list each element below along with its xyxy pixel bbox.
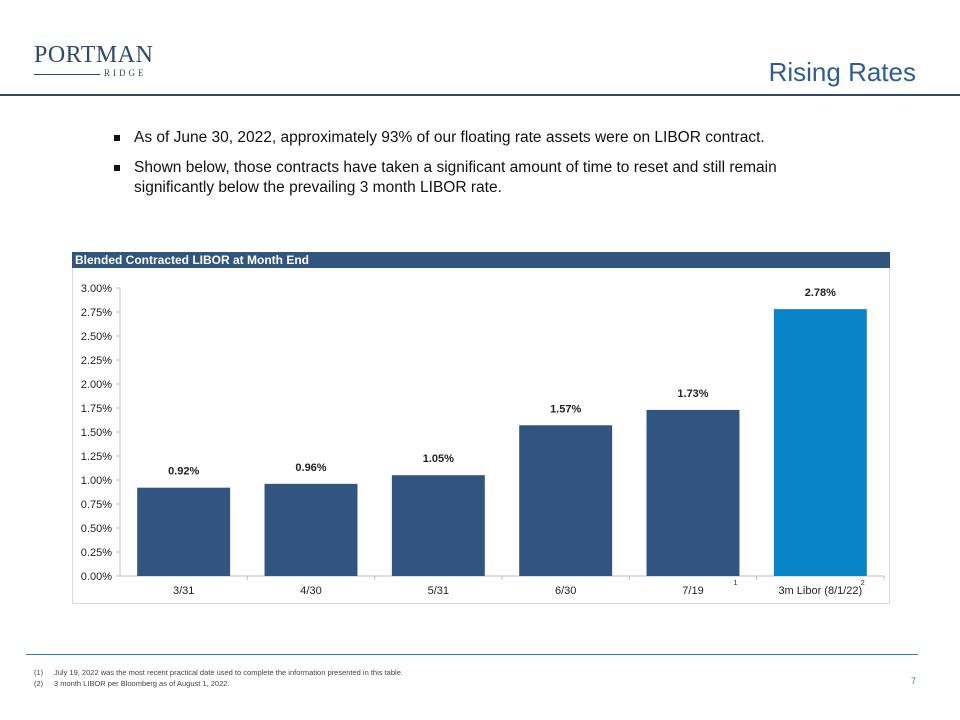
logo-sub: RIDGE xyxy=(34,68,146,80)
chart-header: Blended Contracted LIBOR at Month End xyxy=(72,252,890,268)
footnote: (1) July 19, 2022 was the most recent pra… xyxy=(34,667,403,678)
y-tick-label: 1.50% xyxy=(81,427,112,439)
data-label: 0.92% xyxy=(168,466,199,478)
x-tick-label: 3/31 xyxy=(173,585,194,597)
footnotes: (1) July 19, 2022 was the most recent pra… xyxy=(34,667,403,689)
bar xyxy=(519,425,613,576)
bar xyxy=(264,483,358,576)
x-tick-label: 6/30 xyxy=(555,585,576,597)
bullet-list: As of June 30, 2022, approximately 93% o… xyxy=(112,128,832,208)
footnote-number: (2) xyxy=(34,679,44,688)
y-tick-label: 0.00% xyxy=(81,571,112,583)
y-tick-label: 2.00% xyxy=(81,379,112,391)
data-label: 1.73% xyxy=(677,388,708,400)
data-label: 2.78% xyxy=(805,287,836,299)
header-divider xyxy=(0,94,960,96)
footnote-text: July 19, 2022 was the most recent practi… xyxy=(54,668,403,677)
x-tick-label: 7/19 xyxy=(682,585,703,597)
portman-ridge-logo: PORTMAN RIDGE xyxy=(34,42,154,80)
x-tick-label: 4/30 xyxy=(300,585,321,597)
footer-divider xyxy=(26,654,918,655)
bar-chart: 0.00% 0.25% 0.50% 0.75% 1.00% 1.25% 1.50% 1.75%… xyxy=(81,283,885,597)
y-tick-label: 0.25% xyxy=(81,547,112,559)
bar xyxy=(773,309,867,576)
bullet-square-icon xyxy=(114,135,120,141)
footnote-marker: 1 xyxy=(734,580,738,587)
bullet-item: As of June 30, 2022, approximately 93% o… xyxy=(112,128,832,148)
page-number: 7 xyxy=(910,676,916,686)
data-label: 1.57% xyxy=(550,403,581,415)
y-tick-label: 1.00% xyxy=(81,475,112,487)
data-label: 0.96% xyxy=(295,462,326,474)
y-tick-label: 0.75% xyxy=(81,499,112,511)
y-tick-label: 2.75% xyxy=(81,307,112,319)
bar xyxy=(646,409,740,576)
bar xyxy=(391,475,485,576)
bullet-text: Shown below, those contracts have taken … xyxy=(134,159,777,196)
footnote-number: (1) xyxy=(34,668,44,677)
bullet-square-icon xyxy=(114,165,120,171)
x-tick-label: 3m Libor (8/1/22) xyxy=(778,585,862,597)
bar xyxy=(137,487,231,576)
y-tick-label: 1.25% xyxy=(81,451,112,463)
y-tick-label: 2.25% xyxy=(81,355,112,367)
footnote: (2) 3 month LIBOR per Bloomberg as of Aug… xyxy=(34,678,403,689)
logo-rule xyxy=(34,74,100,75)
bullet-text: As of June 30, 2022, approximately 93% o… xyxy=(134,129,765,146)
data-label: 1.05% xyxy=(423,453,454,465)
footnote-text: 3 month LIBOR per Bloomberg as of August… xyxy=(54,679,230,688)
y-tick-label: 1.75% xyxy=(81,403,112,415)
logo-sub-text: RIDGE xyxy=(104,68,147,78)
logo-main-text: PORTMAN xyxy=(34,42,154,68)
x-tick-label: 5/31 xyxy=(428,585,449,597)
page-title: Rising Rates xyxy=(768,57,916,87)
bullet-item: Shown below, those contracts have taken … xyxy=(112,158,832,198)
footnote-marker: 2 xyxy=(861,580,865,587)
y-tick-label: 0.50% xyxy=(81,523,112,535)
y-tick-label: 3.00% xyxy=(81,283,112,295)
y-tick-label: 2.50% xyxy=(81,331,112,343)
